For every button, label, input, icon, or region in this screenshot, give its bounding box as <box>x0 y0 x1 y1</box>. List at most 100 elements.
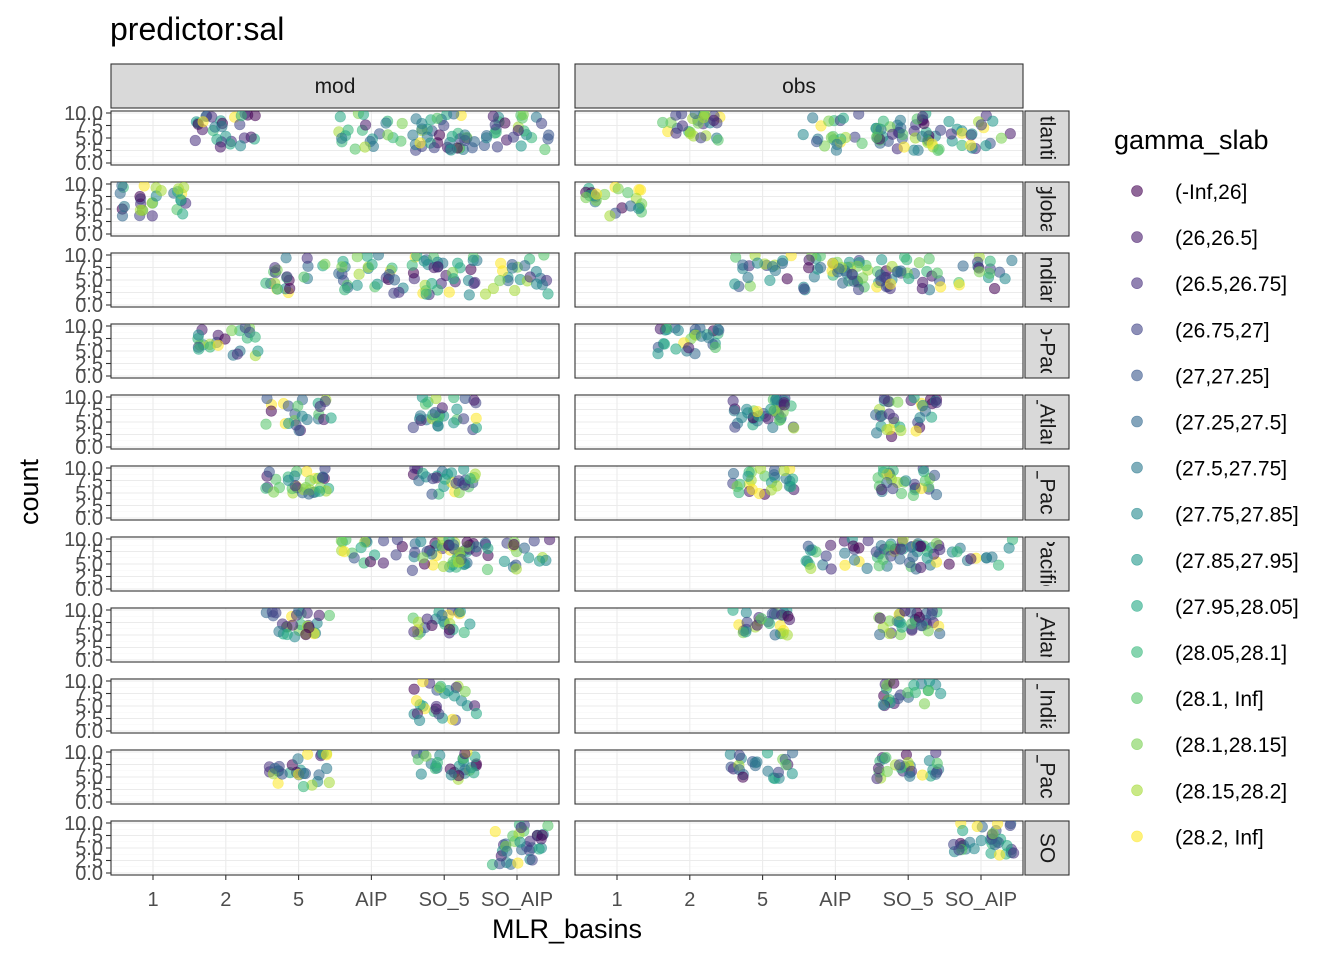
data-point <box>495 257 507 269</box>
data-point <box>988 283 1001 295</box>
data-point <box>870 409 882 421</box>
data-point <box>458 413 470 425</box>
data-point <box>989 838 1001 851</box>
data-point <box>709 341 722 354</box>
legend-title: gamma_slab <box>1114 125 1269 155</box>
panel-mod-global <box>110 181 560 237</box>
data-point <box>414 410 427 422</box>
panel-obs-N_Pacific <box>574 465 1024 521</box>
point-group <box>407 466 481 500</box>
point-group <box>333 111 555 156</box>
plot-title: predictor:sal <box>110 11 284 47</box>
data-point <box>212 339 224 351</box>
data-point <box>935 281 947 293</box>
row-strip-label: tlanti <box>1036 116 1059 160</box>
data-point <box>788 422 800 434</box>
legend-label: (27.5,27.75] <box>1175 458 1287 481</box>
data-point <box>438 119 450 132</box>
data-point <box>727 395 739 407</box>
data-point <box>773 414 786 426</box>
data-point <box>987 827 999 840</box>
data-point <box>1006 254 1018 267</box>
y-tick-label: 7.5 <box>75 187 103 209</box>
data-point <box>436 609 448 621</box>
data-point <box>712 324 724 335</box>
data-point <box>826 258 839 270</box>
data-point <box>470 412 482 424</box>
point-group <box>877 679 947 712</box>
data-point <box>408 626 420 638</box>
data-point <box>987 115 999 127</box>
data-point <box>820 550 832 562</box>
data-point <box>454 608 466 617</box>
legend-label: (27,27.25] <box>1175 365 1270 388</box>
legend-key <box>1131 415 1143 428</box>
data-point <box>524 835 536 847</box>
data-point <box>737 259 749 271</box>
data-point <box>886 128 899 140</box>
legend-label: (28.2, Inf] <box>1175 826 1264 849</box>
data-point <box>261 395 273 405</box>
data-point <box>934 543 946 556</box>
legend-label: (26,26.5] <box>1175 227 1258 250</box>
data-point <box>249 111 261 122</box>
y-tick-label: 7.5 <box>75 755 103 777</box>
data-point <box>406 259 418 271</box>
data-point <box>410 695 423 707</box>
y-tick-label: 7.5 <box>75 471 103 493</box>
panel-obs-global <box>574 181 1024 237</box>
data-point <box>407 421 419 434</box>
y-tick-label: 7.5 <box>75 400 103 422</box>
legend-key <box>1131 507 1143 520</box>
y-tick-label: 0.0 <box>75 508 103 530</box>
y-tick-label: 2.5 <box>75 212 103 234</box>
data-point <box>155 185 167 197</box>
data-point <box>260 418 272 430</box>
data-point <box>931 757 943 770</box>
data-point <box>580 192 592 204</box>
row-strip <box>1024 465 1070 521</box>
data-point <box>853 111 865 120</box>
data-point <box>189 134 201 147</box>
data-point <box>235 111 247 122</box>
legend-label: (28.1, Inf] <box>1175 688 1264 711</box>
row-strip <box>1024 394 1070 450</box>
x-tick-label: 1 <box>147 889 158 911</box>
panel-obs-S_Indian <box>574 678 1024 734</box>
legend-key <box>1131 553 1143 566</box>
point-group <box>260 608 336 643</box>
data-point <box>266 608 278 618</box>
data-point <box>896 621 908 633</box>
panel-mod-SO <box>110 820 560 876</box>
x-tick-label: 2 <box>684 889 695 911</box>
data-point <box>544 537 556 546</box>
data-point <box>134 191 146 203</box>
data-point <box>1004 128 1016 140</box>
legend-key <box>1131 692 1143 704</box>
y-tick-label: 5.0 <box>75 554 103 576</box>
data-point <box>426 278 438 290</box>
data-point <box>393 286 405 298</box>
data-point <box>892 396 904 408</box>
data-point <box>875 483 888 496</box>
legend-label: (27.85,27.95] <box>1175 550 1299 573</box>
data-point <box>919 405 932 417</box>
data-point <box>852 283 865 296</box>
panel-mod-S_Atlantic <box>110 607 560 663</box>
data-point <box>334 111 346 123</box>
row-strip <box>1024 749 1070 805</box>
data-point <box>727 468 740 480</box>
data-point <box>426 548 438 560</box>
y-tick-label: 10.0 <box>64 600 103 622</box>
y-tick-label: 2.5 <box>75 354 103 376</box>
data-point <box>733 750 745 761</box>
data-point <box>761 750 774 759</box>
y-tick-label: 10.0 <box>64 103 103 125</box>
data-point <box>887 483 899 495</box>
point-group <box>260 466 335 500</box>
data-point <box>339 284 351 296</box>
row-strip-label: _Atlan <box>1036 391 1059 452</box>
data-point <box>446 713 459 726</box>
data-point <box>873 560 885 572</box>
